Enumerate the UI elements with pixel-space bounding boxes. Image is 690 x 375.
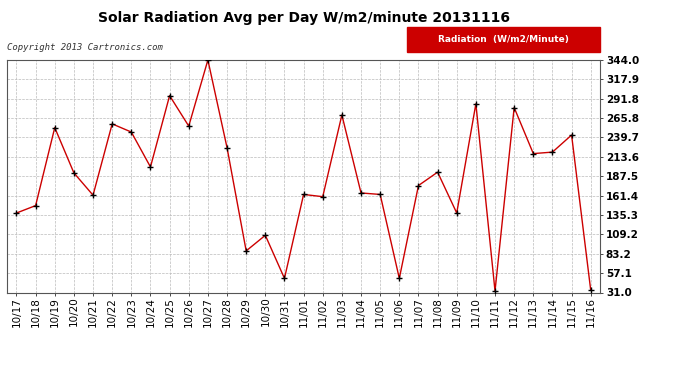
Text: Radiation  (W/m2/Minute): Radiation (W/m2/Minute) <box>438 35 569 44</box>
Text: Solar Radiation Avg per Day W/m2/minute 20131116: Solar Radiation Avg per Day W/m2/minute … <box>97 11 510 25</box>
Text: Copyright 2013 Cartronics.com: Copyright 2013 Cartronics.com <box>7 43 163 52</box>
